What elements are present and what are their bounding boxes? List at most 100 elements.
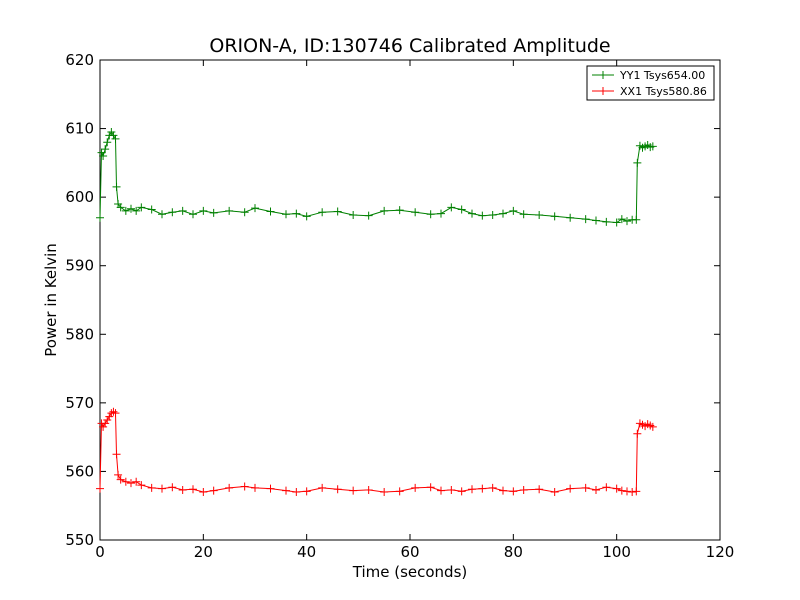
data-point bbox=[602, 483, 611, 492]
legend-marker bbox=[599, 71, 607, 79]
data-point bbox=[292, 488, 301, 496]
data-point bbox=[519, 210, 528, 219]
data-point bbox=[617, 215, 626, 224]
data-point bbox=[581, 215, 590, 224]
legend-box bbox=[586, 65, 715, 101]
data-point bbox=[592, 216, 600, 225]
data-point bbox=[199, 206, 208, 215]
data-point bbox=[158, 210, 166, 219]
data-point bbox=[127, 479, 135, 488]
y-tick-label: 580 bbox=[65, 325, 94, 343]
data-point bbox=[292, 209, 301, 218]
data-point bbox=[550, 212, 559, 221]
data-point bbox=[437, 486, 445, 495]
data-point bbox=[178, 206, 187, 215]
legend-label: YY1 Tsys654.00 bbox=[619, 69, 705, 82]
chart-title: ORION-A, ID:130746 Calibrated Amplitude bbox=[209, 35, 610, 57]
data-point bbox=[633, 158, 642, 167]
data-point bbox=[158, 484, 166, 493]
plot-area: 0 20 40 60 80 100 120 550 560 570 580 590 600 610 620 Y… bbox=[65, 51, 734, 561]
data-point bbox=[199, 488, 208, 496]
y-tick-label: 570 bbox=[65, 394, 94, 412]
data-point bbox=[612, 484, 621, 493]
data-point bbox=[426, 483, 435, 492]
data-point bbox=[240, 208, 249, 217]
data-point bbox=[457, 205, 466, 214]
data-point bbox=[632, 487, 641, 496]
x-axis-title: Time (seconds) bbox=[352, 563, 468, 581]
x-tick-label: 60 bbox=[400, 543, 419, 561]
legend-marker bbox=[599, 87, 607, 95]
data-point bbox=[114, 470, 123, 479]
data-point bbox=[240, 482, 249, 491]
data-point bbox=[99, 422, 108, 431]
data-point bbox=[266, 484, 275, 493]
data-point bbox=[380, 488, 389, 496]
data-point bbox=[437, 209, 445, 218]
data-point bbox=[499, 209, 507, 218]
y-tick-label: 620 bbox=[65, 51, 94, 69]
data-point bbox=[457, 487, 466, 496]
data-point bbox=[519, 485, 528, 494]
data-point bbox=[109, 407, 118, 416]
data-point bbox=[566, 213, 575, 222]
data-point bbox=[349, 210, 358, 219]
data-point bbox=[137, 481, 146, 490]
data-point bbox=[266, 207, 275, 216]
data-point bbox=[168, 208, 177, 217]
data-point bbox=[318, 208, 327, 217]
data-point bbox=[132, 206, 141, 215]
data-point bbox=[623, 217, 631, 226]
data-point bbox=[633, 429, 642, 438]
y-tick-label: 550 bbox=[65, 531, 94, 549]
data-point bbox=[566, 484, 575, 493]
data-point bbox=[96, 484, 104, 493]
data-point bbox=[411, 483, 420, 492]
data-point bbox=[282, 486, 290, 495]
data-point bbox=[426, 210, 435, 219]
data-point bbox=[488, 210, 497, 219]
data-point bbox=[478, 211, 487, 220]
data-point bbox=[112, 450, 121, 459]
data-point bbox=[447, 203, 456, 212]
data-point bbox=[535, 485, 544, 494]
data-point bbox=[478, 484, 487, 493]
data-point bbox=[121, 477, 130, 486]
data-point bbox=[302, 212, 311, 221]
data-point bbox=[302, 487, 311, 496]
data-point bbox=[209, 486, 218, 495]
data-point bbox=[109, 131, 118, 140]
data-point bbox=[364, 485, 373, 494]
y-tick-label: 590 bbox=[65, 257, 94, 275]
data-point bbox=[147, 205, 156, 214]
data-point bbox=[209, 208, 218, 217]
data-point bbox=[282, 210, 290, 219]
data-point bbox=[101, 145, 110, 154]
data-point bbox=[632, 215, 641, 224]
data-point bbox=[127, 204, 135, 213]
data-point bbox=[628, 488, 637, 496]
data-point bbox=[488, 483, 497, 492]
y-tick-label: 600 bbox=[65, 188, 94, 206]
y-tick-label: 610 bbox=[65, 120, 94, 138]
data-point bbox=[168, 483, 177, 492]
data-point bbox=[648, 142, 657, 151]
data-point bbox=[349, 486, 358, 495]
data-point bbox=[447, 485, 456, 494]
data-point bbox=[468, 209, 476, 218]
data-point bbox=[468, 485, 476, 494]
data-point bbox=[111, 134, 120, 143]
data-point bbox=[105, 412, 114, 421]
data-point bbox=[251, 204, 259, 213]
data-point bbox=[97, 148, 106, 157]
data-point bbox=[602, 217, 611, 226]
x-tick-label: 80 bbox=[504, 543, 523, 561]
data-point bbox=[178, 485, 187, 494]
data-point bbox=[333, 207, 342, 216]
data-point bbox=[550, 488, 559, 496]
data-point bbox=[137, 203, 146, 212]
data-point bbox=[509, 206, 518, 215]
data-point bbox=[535, 210, 544, 219]
data-point bbox=[251, 483, 259, 492]
